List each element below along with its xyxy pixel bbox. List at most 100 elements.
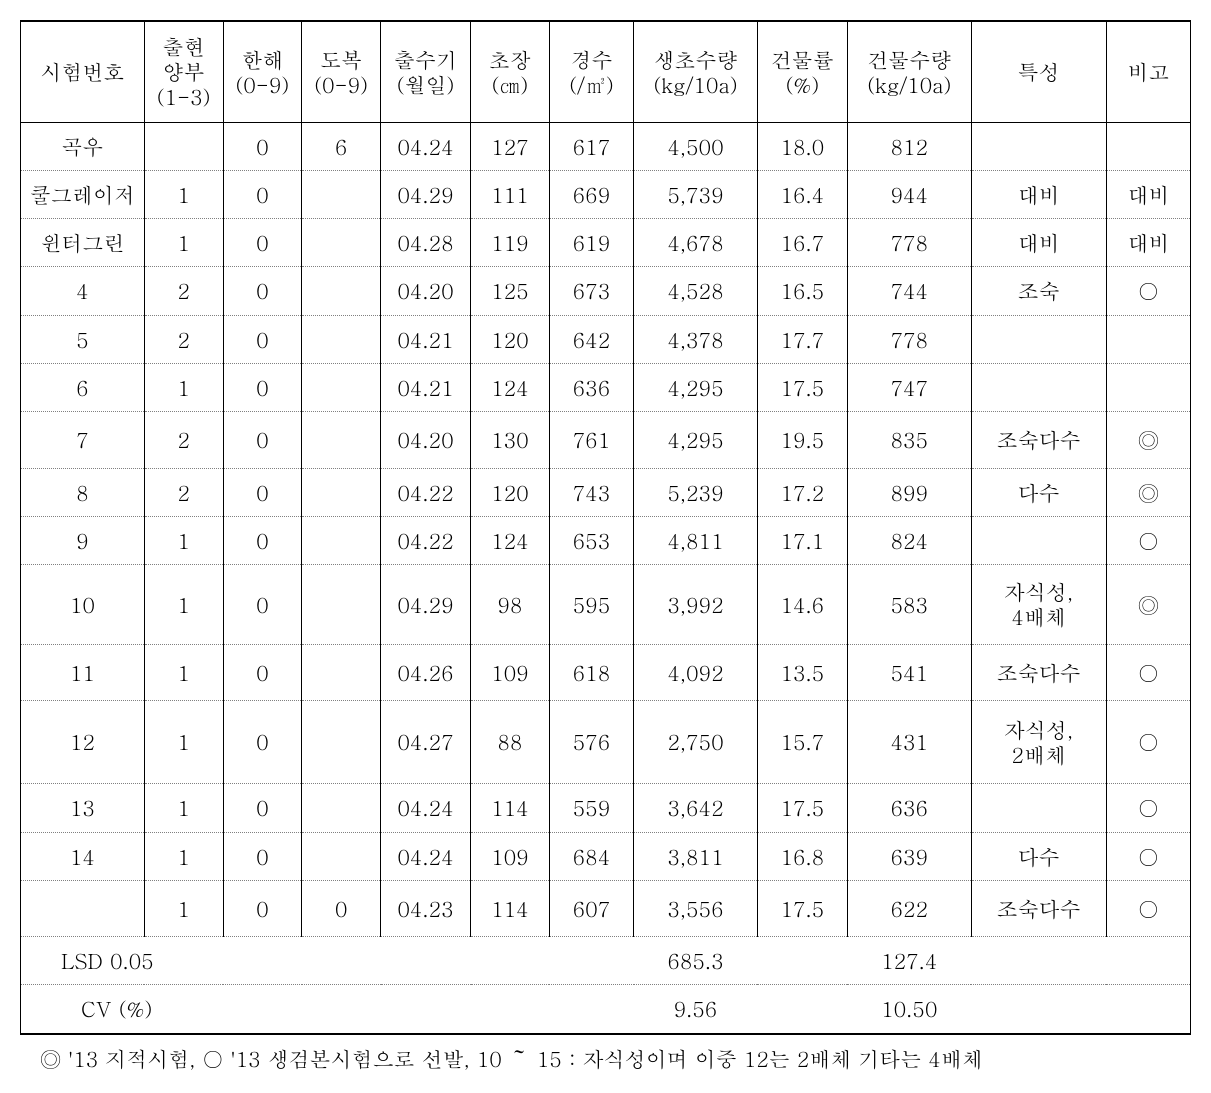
cell-head: 04.20 — [381, 267, 471, 315]
cell-trait — [971, 784, 1106, 832]
cell-stems: 617 — [549, 122, 633, 170]
cv-row: CV (%)9.56 10.50 — [21, 985, 1191, 1034]
cell-cold: 0 — [223, 784, 302, 832]
cell-height: 124 — [471, 364, 550, 412]
table-row: 121004.27885762,75015.7431자식성,2배체○ — [21, 700, 1191, 783]
cell-emerge: 1 — [144, 565, 223, 644]
cell-cold: 0 — [223, 516, 302, 564]
cell-test_no: 8 — [21, 468, 145, 516]
cell-lodge — [302, 170, 381, 218]
cell-dryr: 17.5 — [757, 784, 847, 832]
cell-trait: 자식성,4배체 — [971, 565, 1106, 644]
cell-emerge: 1 — [144, 364, 223, 412]
cell-fresh: 4,295 — [634, 412, 758, 468]
cell-test_no: 곡우 — [21, 122, 145, 170]
cell-dryr: 17.1 — [757, 516, 847, 564]
cell-dryr: 16.8 — [757, 832, 847, 880]
col-heading: 출수기(월일) — [381, 21, 471, 122]
col-fresh-yield: 생초수량(kg/10a) — [634, 21, 758, 122]
cell-fresh: 4,811 — [634, 516, 758, 564]
cell-fresh: 3,992 — [634, 565, 758, 644]
cell-remark — [1106, 364, 1190, 412]
cell-trait: 자식성,2배체 — [971, 700, 1106, 783]
cell-trait: 조숙다수 — [971, 880, 1106, 936]
cell-test_no: 6 — [21, 364, 145, 412]
cell-dryy: 778 — [847, 315, 971, 363]
table-row: 윈터그린1004.281196194,67816.7778대비대비 — [21, 219, 1191, 267]
lsd-row: LSD 0.05685.3127.4 — [21, 937, 1191, 985]
cell-height: 130 — [471, 412, 550, 468]
table-row: 131004.241145593,64217.5636○ — [21, 784, 1191, 832]
cell-height: 98 — [471, 565, 550, 644]
cell-dryy: 639 — [847, 832, 971, 880]
cell-stems: 576 — [549, 700, 633, 783]
cell-dryy: 835 — [847, 412, 971, 468]
cell-dryr: 16.7 — [757, 219, 847, 267]
cell-dryr: 18.0 — [757, 122, 847, 170]
cell-fresh: 4,500 — [634, 122, 758, 170]
cell-dryy: 431 — [847, 700, 971, 783]
cell-dryr: 15.7 — [757, 700, 847, 783]
table-row: 42004.201256734,52816.5744조숙○ — [21, 267, 1191, 315]
cell-height: 114 — [471, 880, 550, 936]
cell-head: 04.24 — [381, 784, 471, 832]
cell-dryr: 16.5 — [757, 267, 847, 315]
col-dry-rate: 건물률(%) — [757, 21, 847, 122]
cell-fresh: 3,556 — [634, 880, 758, 936]
cell-stems: 607 — [549, 880, 633, 936]
cell-emerge: 1 — [144, 219, 223, 267]
cell-remark: ○ — [1106, 516, 1190, 564]
table-row: 61004.211246364,29517.5747 — [21, 364, 1191, 412]
cv-fresh: 9.56 — [634, 985, 758, 1034]
col-test-no: 시험번호 — [21, 21, 145, 122]
cell-test_no: 4 — [21, 267, 145, 315]
cell-height: 109 — [471, 644, 550, 700]
cell-head: 04.24 — [381, 832, 471, 880]
table-row: 쿨그레이저1004.291116695,73916.4944대비대비 — [21, 170, 1191, 218]
cell-fresh: 4,678 — [634, 219, 758, 267]
cell-stems: 619 — [549, 219, 633, 267]
cell-cold: 0 — [223, 267, 302, 315]
table-row: 52004.211206424,37817.7778 — [21, 315, 1191, 363]
cell-height: 120 — [471, 468, 550, 516]
cv-dry: 10.50 — [847, 985, 971, 1034]
cell-lodge — [302, 832, 381, 880]
cell-emerge: 2 — [144, 267, 223, 315]
cell-trait — [971, 315, 1106, 363]
cell-dryy: 944 — [847, 170, 971, 218]
footnote: ◎ '13 지적시험, ○ '13 생검본시험으로 선발, 10 ～ 15 : … — [20, 1043, 1191, 1073]
cell-remark: 대비 — [1106, 219, 1190, 267]
col-emergence: 출현양부(1-3) — [144, 21, 223, 122]
cell-dryr: 19.5 — [757, 412, 847, 468]
cv-label: CV (%) — [21, 985, 634, 1034]
cell-test_no: 10 — [21, 565, 145, 644]
cell-cold: 0 — [223, 565, 302, 644]
table-row: 72004.201307614,29519.5835조숙다수◎ — [21, 412, 1191, 468]
header-row: 시험번호 출현양부(1-3) 한해(0-9) 도복(0-9) 출수기(월일) 초… — [21, 21, 1191, 122]
col-dry-yield: 건물수량(kg/10a) — [847, 21, 971, 122]
cell-dryr: 14.6 — [757, 565, 847, 644]
cell-cold: 0 — [223, 364, 302, 412]
cell-remark — [1106, 315, 1190, 363]
cell-stems: 684 — [549, 832, 633, 880]
cell-emerge — [144, 122, 223, 170]
cell-emerge: 1 — [144, 516, 223, 564]
cell-head: 04.28 — [381, 219, 471, 267]
cell-fresh: 4,378 — [634, 315, 758, 363]
cell-emerge: 1 — [144, 644, 223, 700]
cell-head: 04.21 — [381, 315, 471, 363]
cell-cold: 0 — [223, 219, 302, 267]
cell-head: 04.27 — [381, 700, 471, 783]
cell-fresh: 3,811 — [634, 832, 758, 880]
cell-test_no: 11 — [21, 644, 145, 700]
cell-dryy: 747 — [847, 364, 971, 412]
table-row: 101004.29985953,99214.6583자식성,4배체◎ — [21, 565, 1191, 644]
cell-test_no: 쿨그레이저 — [21, 170, 145, 218]
cell-dryy: 824 — [847, 516, 971, 564]
cell-head: 04.24 — [381, 122, 471, 170]
cell-head: 04.21 — [381, 364, 471, 412]
cell-height: 120 — [471, 315, 550, 363]
cell-head: 04.29 — [381, 565, 471, 644]
cell-cold: 0 — [223, 700, 302, 783]
cell-remark: ○ — [1106, 784, 1190, 832]
